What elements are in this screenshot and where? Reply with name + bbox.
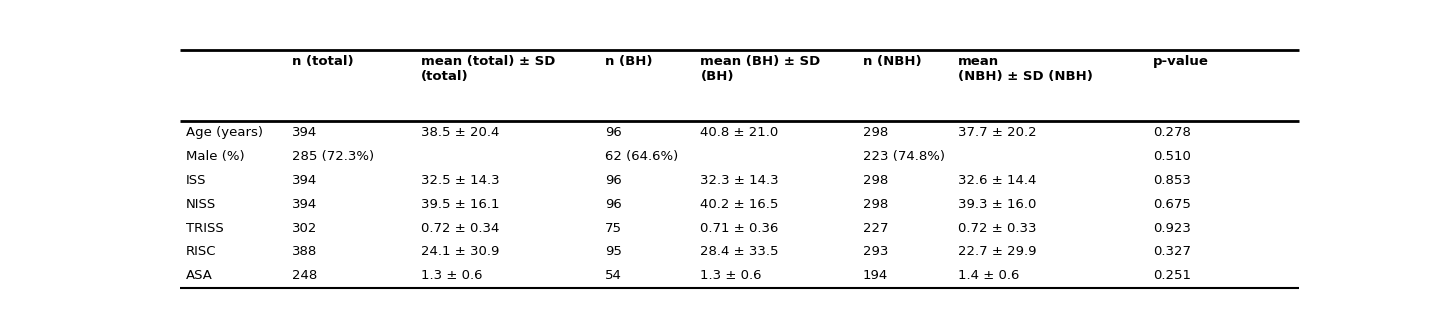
Text: 95: 95 xyxy=(606,245,622,258)
Text: 394: 394 xyxy=(291,198,317,211)
Text: 302: 302 xyxy=(291,221,317,235)
Text: 75: 75 xyxy=(606,221,622,235)
Text: 32.3 ± 14.3: 32.3 ± 14.3 xyxy=(700,174,779,187)
Text: 62 (64.6%): 62 (64.6%) xyxy=(606,150,678,163)
Text: 32.6 ± 14.4: 32.6 ± 14.4 xyxy=(958,174,1036,187)
Text: 39.5 ± 16.1: 39.5 ± 16.1 xyxy=(421,198,499,211)
Text: 298: 298 xyxy=(863,126,887,139)
Text: 394: 394 xyxy=(291,174,317,187)
Text: 0.327: 0.327 xyxy=(1153,245,1192,258)
Text: 1.3 ± 0.6: 1.3 ± 0.6 xyxy=(700,269,762,282)
Text: 96: 96 xyxy=(606,174,622,187)
Text: mean
(NBH) ± SD (NBH): mean (NBH) ± SD (NBH) xyxy=(958,55,1092,83)
Text: 38.5 ± 20.4: 38.5 ± 20.4 xyxy=(421,126,499,139)
Text: p-value: p-value xyxy=(1153,55,1209,68)
Text: 285 (72.3%): 285 (72.3%) xyxy=(291,150,374,163)
Text: 0.71 ± 0.36: 0.71 ± 0.36 xyxy=(700,221,779,235)
Text: mean (BH) ± SD
(BH): mean (BH) ± SD (BH) xyxy=(700,55,821,83)
Text: 96: 96 xyxy=(606,198,622,211)
Text: 0.853: 0.853 xyxy=(1153,174,1190,187)
Text: 298: 298 xyxy=(863,198,887,211)
Text: RISC: RISC xyxy=(186,245,216,258)
Text: 0.72 ± 0.34: 0.72 ± 0.34 xyxy=(421,221,499,235)
Text: 40.8 ± 21.0: 40.8 ± 21.0 xyxy=(700,126,779,139)
Text: 0.675: 0.675 xyxy=(1153,198,1190,211)
Text: 40.2 ± 16.5: 40.2 ± 16.5 xyxy=(700,198,779,211)
Text: 0.510: 0.510 xyxy=(1153,150,1190,163)
Text: TRISS: TRISS xyxy=(186,221,224,235)
Text: Age (years): Age (years) xyxy=(186,126,263,139)
Text: n (BH): n (BH) xyxy=(606,55,652,68)
Text: 39.3 ± 16.0: 39.3 ± 16.0 xyxy=(958,198,1036,211)
Text: 37.7 ± 20.2: 37.7 ± 20.2 xyxy=(958,126,1036,139)
Text: n (NBH): n (NBH) xyxy=(863,55,921,68)
Text: n (total): n (total) xyxy=(291,55,354,68)
Text: 0.251: 0.251 xyxy=(1153,269,1192,282)
Text: mean (total) ± SD
(total): mean (total) ± SD (total) xyxy=(421,55,556,83)
Text: 394: 394 xyxy=(291,126,317,139)
Text: 28.4 ± 33.5: 28.4 ± 33.5 xyxy=(700,245,779,258)
Text: ASA: ASA xyxy=(186,269,212,282)
Text: 0.278: 0.278 xyxy=(1153,126,1190,139)
Text: 1.4 ± 0.6: 1.4 ± 0.6 xyxy=(958,269,1019,282)
Text: 24.1 ± 30.9: 24.1 ± 30.9 xyxy=(421,245,499,258)
Text: Male (%): Male (%) xyxy=(186,150,245,163)
Text: 22.7 ± 29.9: 22.7 ± 29.9 xyxy=(958,245,1036,258)
Text: 388: 388 xyxy=(291,245,317,258)
Text: ISS: ISS xyxy=(186,174,206,187)
Text: 293: 293 xyxy=(863,245,887,258)
Text: 32.5 ± 14.3: 32.5 ± 14.3 xyxy=(421,174,499,187)
Text: 194: 194 xyxy=(863,269,887,282)
Text: 54: 54 xyxy=(606,269,622,282)
Text: 0.923: 0.923 xyxy=(1153,221,1190,235)
Text: 223 (74.8%): 223 (74.8%) xyxy=(863,150,945,163)
Text: 96: 96 xyxy=(606,126,622,139)
Text: NISS: NISS xyxy=(186,198,216,211)
Text: 248: 248 xyxy=(291,269,317,282)
Text: 0.72 ± 0.33: 0.72 ± 0.33 xyxy=(958,221,1036,235)
Text: 1.3 ± 0.6: 1.3 ± 0.6 xyxy=(421,269,482,282)
Text: 227: 227 xyxy=(863,221,887,235)
Text: 298: 298 xyxy=(863,174,887,187)
